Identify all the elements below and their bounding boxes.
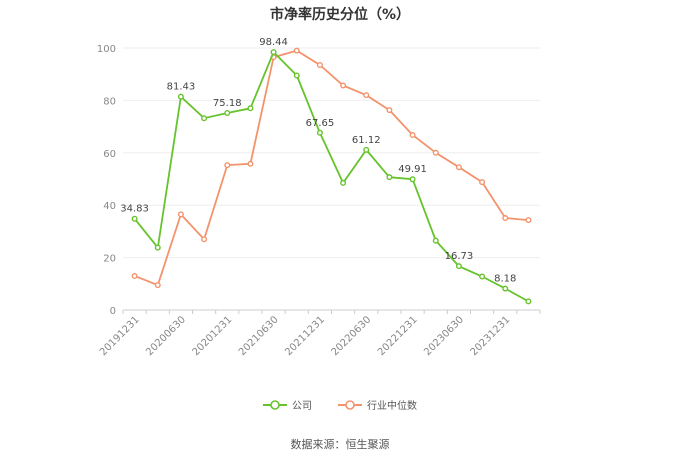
data-point	[409, 176, 416, 183]
legend-item[interactable]: 公司	[263, 397, 312, 412]
x-tick-label: 20211231	[283, 314, 327, 358]
data-point	[432, 149, 439, 156]
x-tick-label: 20191231	[98, 314, 142, 358]
data-point	[432, 237, 439, 244]
data-point	[455, 164, 462, 171]
x-tick-label: 20221231	[376, 314, 420, 358]
chart-title: 市净率历史分位（%）	[269, 7, 411, 23]
y-tick-label: 0	[110, 306, 116, 317]
data-point	[154, 282, 161, 289]
data-point	[386, 107, 393, 114]
data-point	[177, 93, 184, 100]
data-point	[201, 236, 208, 243]
data-point	[479, 179, 486, 186]
x-tick-label: 20220630	[330, 314, 374, 358]
data-point	[525, 217, 532, 224]
data-point	[455, 263, 462, 270]
data-point	[293, 47, 300, 54]
series-line-0	[133, 50, 529, 303]
data-point	[479, 273, 486, 280]
data-label: 61.12	[352, 135, 381, 146]
x-tick-label: 20231231	[469, 314, 513, 358]
data-label: 34.83	[120, 204, 149, 215]
data-point	[502, 215, 509, 222]
data-point	[131, 272, 138, 279]
x-tick-label: 20230630	[422, 314, 466, 358]
data-source: 数据来源：恒生聚源	[290, 438, 390, 451]
data-label: 75.18	[213, 98, 242, 109]
data-point	[316, 129, 323, 136]
legend-marker-icon	[338, 399, 362, 410]
data-label: 16.73	[445, 251, 474, 262]
y-tick-label: 60	[103, 149, 116, 160]
y-tick-label: 20	[103, 254, 116, 265]
data-point	[502, 285, 509, 292]
series-line-1	[134, 49, 529, 287]
data-label: 81.43	[167, 82, 196, 93]
legend-marker-icon	[263, 399, 287, 410]
data-point	[409, 131, 416, 138]
data-point	[131, 215, 138, 222]
data-point	[270, 49, 277, 56]
data-point	[247, 160, 254, 167]
x-tick-label: 20210630	[237, 314, 281, 358]
y-tick-label: 80	[103, 96, 116, 107]
data-point	[224, 162, 231, 169]
x-tick-label: 20200630	[144, 314, 188, 358]
x-tick-label: 20201231	[191, 314, 235, 358]
data-point	[247, 105, 254, 112]
data-point	[154, 244, 161, 251]
data-point	[363, 92, 370, 99]
y-tick-label: 100	[97, 44, 116, 55]
data-point	[340, 82, 347, 89]
data-point	[293, 72, 300, 79]
data-point	[177, 211, 184, 218]
data-point	[386, 174, 393, 181]
y-tick-label: 40	[103, 201, 116, 212]
data-label: 98.44	[259, 37, 288, 48]
data-label: 67.65	[306, 118, 335, 129]
data-point	[201, 115, 208, 122]
data-point	[224, 110, 231, 117]
data-label: 8.18	[494, 274, 516, 285]
data-point	[525, 298, 532, 305]
data-point	[363, 146, 370, 153]
legend: 公司 行业中位数	[0, 397, 680, 412]
data-point	[316, 62, 323, 69]
legend-label: 行业中位数	[367, 401, 417, 412]
legend-label: 公司	[292, 401, 312, 412]
data-label: 49.91	[398, 164, 427, 175]
data-point	[340, 179, 347, 186]
legend-item[interactable]: 行业中位数	[338, 397, 417, 412]
